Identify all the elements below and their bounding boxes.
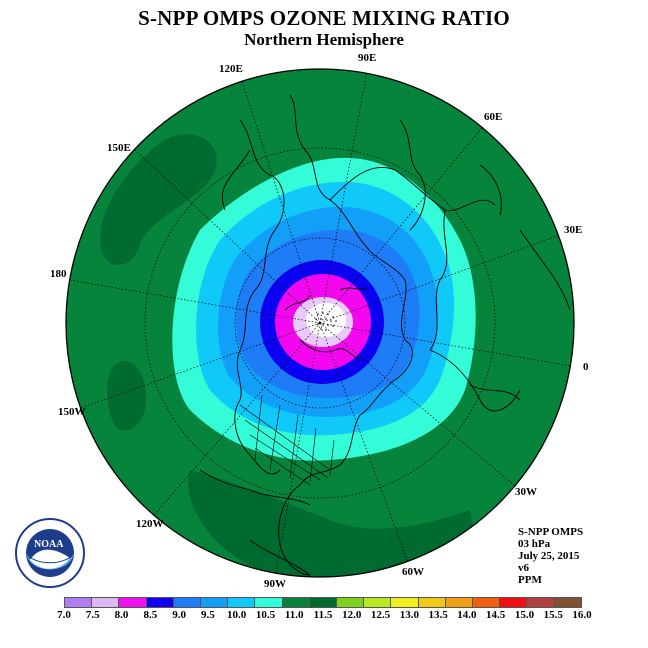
colorbar-swatch [473,598,501,607]
lon-label-90e: 90E [358,52,377,64]
colorbar-swatch [282,598,310,607]
colorbar-swatch [337,598,365,607]
colorbar-tick-label: 8.0 [114,609,129,621]
colorbar-tick-label: 15.5 [543,609,563,621]
colorbar-swatch [146,598,174,607]
lon-label-0: 0 [583,361,589,373]
map-subtitle: Northern Hemisphere [244,30,404,49]
ozone-patch-dark [107,361,146,431]
colorbar-swatch [201,598,229,607]
colorbar-swatch [119,598,147,607]
colorbar-tick-label: 12.0 [342,609,362,621]
info-level: 03 hPa [518,538,551,550]
colorbar-swatch [418,598,446,607]
map-border [65,68,575,578]
lon-label-150w: 150W [58,406,86,418]
colorbar-swatch [255,598,283,607]
colorbar-swatch [65,598,93,607]
ozone-patch-dark [188,470,480,577]
noaa-logo-text: NOAA [34,539,64,550]
colorbar-tick-label: 9.5 [201,609,215,621]
lon-label-90w: 90W [264,578,286,590]
ozone-patch-dark [100,134,217,266]
colorbar-tick-label: 13.0 [399,609,419,621]
map-title: S-NPP OMPS OZONE MIXING RATIO [138,6,510,30]
colorbar-swatch [527,598,555,607]
lon-label-60w: 60W [402,566,424,578]
graticule [69,69,574,577]
lon-label-30e: 30E [564,224,583,236]
lon-label-30w: 30W [515,486,537,498]
map-disk [66,69,574,577]
lon-label-60e: 60E [484,111,503,123]
colorbar-tick-label: 16.0 [572,609,592,621]
info-version: v6 [518,562,529,574]
colorbar-swatch [554,598,581,607]
colorbar-tick-label: 13.5 [428,609,448,621]
colorbar-tick-label: 12.5 [370,609,391,621]
colorbar-swatch [228,598,256,607]
colorbar-tick-label: 14.5 [486,609,506,621]
ozone-core [306,303,346,337]
lon-label-150e: 150E [107,142,131,154]
colorbar-swatch [364,598,392,607]
colorbar-swatch [309,598,338,607]
colorbar-tick-label: 11.5 [313,609,333,621]
colorbar-tick-label: 11.0 [284,609,304,621]
colorbar-swatch [92,598,120,607]
lon-label-120e: 120E [219,63,243,75]
colorbar-tick-label: 7.5 [85,609,100,621]
lon-label-120w: 120W [136,518,164,530]
colorbar-tick-label: 8.5 [143,609,158,621]
colorbar-tick-label: 15.0 [514,609,535,621]
colorbar-tick-label: 7.0 [57,609,71,621]
us-state-borders [239,394,335,486]
colorbar-swatch [391,598,419,607]
colorbar-swatch [500,598,528,607]
colorbar-ticks: 7.0 7.5 8.0 8.5 9.0 9.5 10.0 10.5 11.0 11.5 12.0 12… [0,609,648,623]
colorbar-swatch [173,598,202,607]
lon-label-180: 180 [50,268,67,280]
colorbar-tick-label: 9.0 [172,609,186,621]
colorbar-tick-label: 10.0 [227,609,247,621]
colorbar-tick-label: 14.0 [457,609,477,621]
info-instrument: S-NPP OMPS [518,526,584,538]
info-units: PPM [518,574,542,586]
info-date: July 25, 2015 [518,550,580,562]
colorbar-swatch [445,598,474,607]
colorbar-tick-label: 10.5 [255,609,276,621]
noaa-logo [15,518,85,588]
colorbar [64,597,582,608]
